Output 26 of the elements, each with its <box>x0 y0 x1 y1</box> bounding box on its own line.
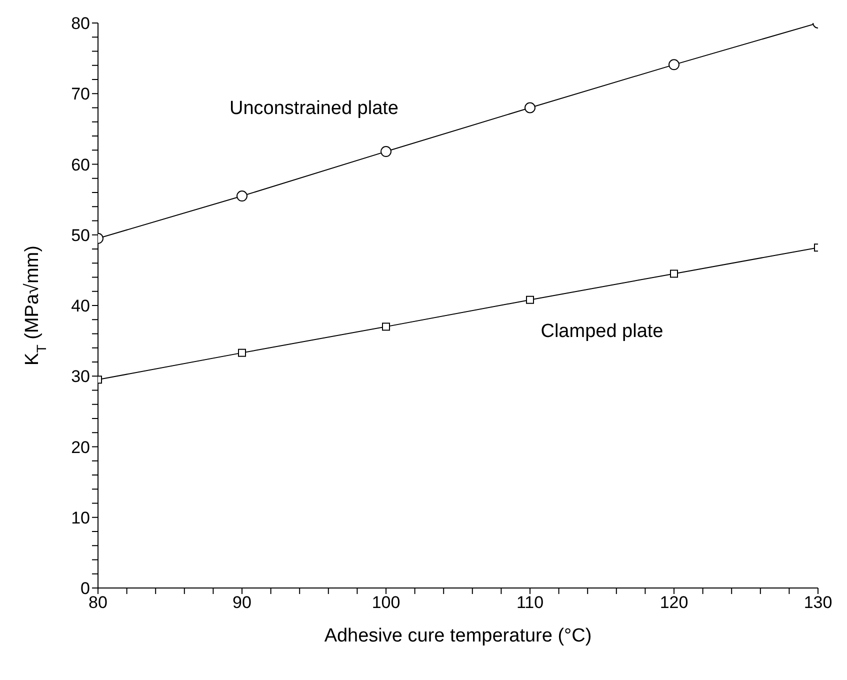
x-tick-label: 80 <box>88 593 108 612</box>
point <box>236 190 248 202</box>
y-tick-label: 60 <box>71 155 90 174</box>
y-tick-label: 20 <box>71 438 90 457</box>
point <box>380 146 392 158</box>
y-tick-label: 70 <box>71 84 90 104</box>
point <box>238 348 246 357</box>
point <box>668 59 680 70</box>
point <box>524 102 536 114</box>
y-tick-label: 30 <box>71 367 90 386</box>
series-label: Unconstrained plate <box>230 98 398 119</box>
y-tick-label: 50 <box>71 226 90 245</box>
y-tick-label: 10 <box>71 508 90 528</box>
x-tick-label: 110 <box>516 593 544 612</box>
y-tick-label: 0 <box>80 579 90 598</box>
x-tick-label: 100 <box>372 593 400 612</box>
y-tick-label: 40 <box>71 296 90 316</box>
x-tick-label: 130 <box>804 593 832 612</box>
point <box>526 296 534 304</box>
series-label: Clamped plate <box>540 320 664 342</box>
y-tick-label: 80 <box>71 14 90 34</box>
x-axis-title: Adhesive cure temperature (°C) <box>324 625 592 646</box>
point <box>382 322 390 331</box>
point <box>670 270 678 278</box>
x-tick-label: 90 <box>232 593 252 612</box>
x-tick-label: 120 <box>660 593 688 612</box>
